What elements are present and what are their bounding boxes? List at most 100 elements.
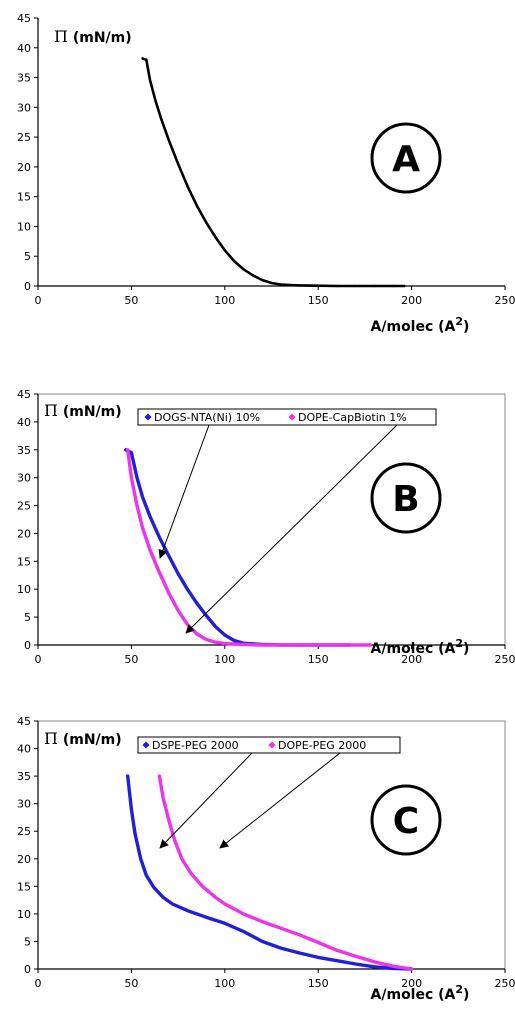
data-point <box>335 284 339 288</box>
chart-panel-b: 0 5 10 15 20 25 30 35 40 45 0 50 100 150 200 250 Π (mN/m… <box>17 388 515 666</box>
data-point <box>223 922 226 925</box>
data-point <box>335 959 339 962</box>
y-tick-label: 30 <box>17 472 31 485</box>
legend-label: DOPE-CapBiotin 1% <box>298 411 407 424</box>
x-tick-label: 250 <box>495 294 515 307</box>
y-tick-label: 35 <box>17 770 31 783</box>
data-point <box>335 643 339 647</box>
data-point <box>260 940 264 943</box>
y-tick-label: 40 <box>17 42 31 55</box>
data-point <box>298 951 301 955</box>
data-point <box>145 874 148 877</box>
data-point <box>130 451 133 454</box>
data-point <box>279 643 283 647</box>
data-point <box>148 79 152 82</box>
data-point <box>141 495 144 499</box>
panel-letter: B <box>392 479 419 520</box>
x-tick-label: 250 <box>495 977 515 990</box>
data-point <box>354 643 357 647</box>
data-point <box>152 886 156 889</box>
data-point <box>214 625 217 628</box>
x-tick-label: 100 <box>214 653 235 666</box>
data-point <box>279 283 283 286</box>
data-point <box>279 927 283 930</box>
y-tick-label: 0 <box>24 639 31 652</box>
legend-label: DOGS-NTA(Ni) 10% <box>154 411 260 424</box>
data-point <box>298 284 301 287</box>
x-tick-label: 200 <box>401 294 422 307</box>
series-line-isotherm <box>141 57 406 288</box>
y-tick-label: 10 <box>17 583 31 596</box>
legend-box <box>137 408 437 426</box>
data-point <box>223 633 226 637</box>
data-point <box>317 956 320 959</box>
data-point <box>186 588 189 591</box>
annotation-arrow <box>219 752 341 849</box>
data-point <box>391 284 395 288</box>
data-point <box>167 591 170 595</box>
legend-label: DOPE-PEG 2000 <box>278 739 366 752</box>
data-point <box>180 857 184 860</box>
x-axis-label: A/molec (A2) <box>371 983 470 1003</box>
data-point <box>214 641 217 644</box>
legend: DSPE-PEG 2000 DOPE-PEG 2000 <box>137 736 401 754</box>
x-tick-label: 0 <box>35 294 42 307</box>
data-point <box>176 572 180 575</box>
data-point <box>223 249 226 252</box>
y-tick-label: 35 <box>17 72 31 85</box>
data-point <box>158 536 161 539</box>
data-point <box>391 965 395 968</box>
x-tick-label: 50 <box>124 294 138 307</box>
y-tick-label: 5 <box>24 611 31 624</box>
legend: DOGS-NTA(Ni) 10% DOPE-CapBiotin 1% <box>137 408 437 426</box>
chart-panel-c: 0 5 10 15 20 25 30 35 40 45 0 50 100 150 200 250 Π (mN/m… <box>17 715 515 1003</box>
data-point <box>189 872 193 875</box>
data-point <box>167 138 170 142</box>
data-point <box>173 838 176 841</box>
panel-badge <box>370 122 442 194</box>
panel-badge <box>370 462 442 534</box>
x-tick-label: 150 <box>308 977 329 990</box>
legend-marker <box>142 741 150 749</box>
x-tick-label: 0 <box>35 653 42 666</box>
data-point <box>260 920 264 923</box>
y-tick-label: 15 <box>17 880 31 893</box>
y-tick-label: 0 <box>24 280 31 293</box>
data-point <box>298 933 301 937</box>
data-point <box>298 643 301 647</box>
x-axis-label: A/molec (A2) <box>371 315 470 335</box>
y-tick-label: 0 <box>24 963 31 976</box>
data-point <box>354 955 357 958</box>
data-point <box>161 896 165 899</box>
data-point <box>148 548 152 552</box>
data-point <box>204 614 208 617</box>
data-point <box>204 638 208 641</box>
data-point <box>279 946 283 950</box>
series-line-dope-peg-2000 <box>157 774 414 971</box>
data-point <box>251 274 255 277</box>
annotation-arrow <box>158 424 210 559</box>
x-tick-label: 150 <box>308 294 329 307</box>
y-tick-label: 10 <box>17 908 31 921</box>
y-tick-label: 45 <box>17 715 31 728</box>
data-point <box>335 949 339 952</box>
data-point <box>130 476 133 479</box>
data-point <box>167 819 170 822</box>
data-point <box>176 162 180 166</box>
y-tick-label: 40 <box>17 743 31 756</box>
data-point <box>171 902 174 906</box>
panel-badge <box>370 784 442 856</box>
data-point <box>317 284 320 287</box>
annotation-arrow <box>159 752 253 849</box>
data-point <box>402 284 406 288</box>
panel-letter: A <box>392 139 420 180</box>
data-point <box>260 278 264 282</box>
data-point <box>176 609 180 612</box>
data-point <box>288 283 292 287</box>
y-tick-label: 15 <box>17 555 31 568</box>
data-point <box>354 962 357 966</box>
y-tick-label: 30 <box>17 798 31 811</box>
data-point <box>135 476 139 479</box>
data-point <box>186 184 189 188</box>
